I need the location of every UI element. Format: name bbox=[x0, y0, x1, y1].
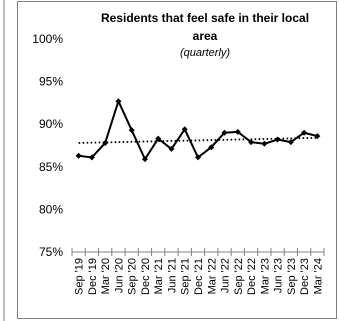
chart-subtitle: (quarterly) bbox=[180, 47, 230, 59]
y-axis: 75% 80% 85% 90% 95% 100% bbox=[32, 32, 63, 259]
data-point-marker bbox=[208, 144, 215, 151]
x-tick-label: Jun '23 bbox=[273, 258, 285, 293]
x-tick-label: Dec '23 bbox=[299, 258, 311, 295]
x-tick-label: Dec '19 bbox=[87, 258, 99, 295]
data-point-marker bbox=[274, 136, 281, 143]
y-tick-label: 75% bbox=[39, 245, 63, 259]
x-tick-label: Mar '23 bbox=[259, 258, 271, 294]
x-tick-label: Sep '21 bbox=[180, 258, 192, 295]
chart-title-line2: area bbox=[193, 29, 218, 43]
x-tick-label: Jun '22 bbox=[220, 258, 232, 293]
data-point-marker bbox=[287, 139, 294, 146]
x-tick-label: Sep '23 bbox=[286, 258, 298, 295]
data-point-marker bbox=[141, 156, 148, 163]
x-tick-label: Mar '21 bbox=[153, 258, 165, 294]
data-point-marker bbox=[128, 127, 135, 134]
x-tick-label: Sep '19 bbox=[74, 258, 86, 295]
y-tick-label: 80% bbox=[39, 202, 63, 216]
y-tick-label: 95% bbox=[39, 75, 63, 89]
x-tick-label: Mar '20 bbox=[100, 258, 112, 294]
data-point-marker bbox=[301, 129, 308, 136]
y-tick-label: 90% bbox=[39, 117, 63, 131]
x-tick-label: Dec '20 bbox=[140, 258, 152, 295]
data-point-marker bbox=[261, 140, 268, 147]
x-tick-label: Sep '20 bbox=[127, 258, 139, 295]
y-tick-label: 85% bbox=[39, 160, 63, 174]
data-point-marker bbox=[88, 154, 95, 161]
x-tick-label: Mar '24 bbox=[312, 258, 324, 294]
chart-title-line1: Residents that feel safe in their local bbox=[101, 11, 309, 25]
data-point-marker bbox=[221, 129, 228, 136]
data-point-marker bbox=[195, 154, 201, 161]
data-point-marker bbox=[115, 98, 122, 105]
x-axis: Sep '19 Dec '19 Mar '20 Jun '20 Sep '20 Dec '… bbox=[71, 248, 325, 295]
series-line bbox=[78, 100, 318, 161]
x-tick-label: Sep '22 bbox=[233, 258, 245, 295]
chart-frame bbox=[17, 1, 337, 319]
data-point-marker bbox=[248, 139, 255, 146]
x-tick-label: Jun '20 bbox=[113, 258, 125, 293]
series-layer bbox=[75, 98, 321, 163]
data-point-marker bbox=[75, 152, 82, 159]
x-tick-label: Jun '21 bbox=[166, 258, 178, 293]
x-tick-label: Dec '21 bbox=[193, 258, 205, 295]
x-tick-label: Mar '22 bbox=[206, 258, 218, 294]
data-point-marker bbox=[234, 128, 241, 135]
data-point-marker bbox=[102, 139, 109, 146]
data-point-marker bbox=[155, 135, 162, 142]
x-tick-label: Dec '22 bbox=[246, 258, 258, 295]
y-tick-label: 100% bbox=[32, 32, 63, 46]
data-point-marker bbox=[314, 133, 321, 140]
data-point-marker bbox=[168, 145, 175, 152]
data-point-marker bbox=[181, 126, 188, 133]
